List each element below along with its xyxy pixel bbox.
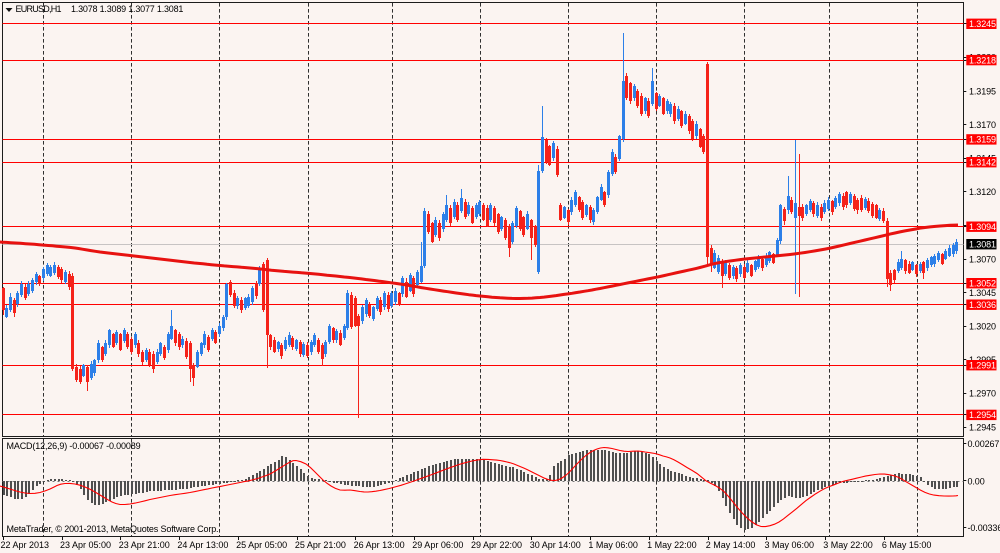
svg-text:6 May 15:00: 6 May 15:00 (882, 540, 932, 550)
svg-text:30 Apr 14:00: 30 Apr 14:00 (530, 540, 581, 550)
svg-text:1.3020: 1.3020 (969, 322, 996, 332)
svg-text:1.3159: 1.3159 (969, 135, 996, 145)
svg-text:1.3078 1.3089 1.3077 1.3081: 1.3078 1.3089 1.3077 1.3081 (71, 4, 183, 14)
svg-text:MACD(12,26,9) -0.00067 -0.0008: MACD(12,26,9) -0.00067 -0.00089 (7, 441, 141, 451)
svg-text:23 Apr 05:00: 23 Apr 05:00 (60, 540, 111, 550)
svg-text:1.2945: 1.2945 (969, 422, 996, 432)
svg-text:1.3120: 1.3120 (969, 187, 996, 197)
svg-text:26 Apr 13:00: 26 Apr 13:00 (354, 540, 405, 550)
svg-text:1.3142: 1.3142 (969, 158, 996, 168)
svg-text:EURUSD,H1: EURUSD,H1 (16, 4, 62, 14)
svg-text:0.00267: 0.00267 (968, 439, 1000, 449)
svg-text:1.3045: 1.3045 (969, 288, 996, 298)
svg-text:1.3195: 1.3195 (969, 86, 996, 96)
svg-text:22 Apr 2013: 22 Apr 2013 (1, 540, 50, 550)
svg-text:1 May 22:00: 1 May 22:00 (647, 540, 697, 550)
svg-text:2 May 14:00: 2 May 14:00 (706, 540, 756, 550)
svg-text:1.3170: 1.3170 (969, 120, 996, 130)
svg-text:1.3081: 1.3081 (969, 240, 996, 250)
svg-text:1.3218: 1.3218 (969, 55, 996, 65)
svg-text:1.3070: 1.3070 (969, 254, 996, 264)
svg-text:29 Apr 22:00: 29 Apr 22:00 (471, 540, 522, 550)
svg-text:29 Apr 06:00: 29 Apr 06:00 (412, 540, 463, 550)
svg-text:1.3052: 1.3052 (969, 279, 996, 289)
svg-text:MetaTrader, © 2001-2013, MetaQ: MetaTrader, © 2001-2013, MetaQuotes Soft… (7, 524, 219, 534)
svg-text:1.3245: 1.3245 (969, 19, 996, 29)
svg-text:25 Apr 21:00: 25 Apr 21:00 (295, 540, 346, 550)
svg-text:0.00: 0.00 (968, 476, 985, 486)
svg-text:25 Apr 05:00: 25 Apr 05:00 (236, 540, 287, 550)
svg-text:1.3094: 1.3094 (969, 222, 996, 232)
svg-text:1 May 06:00: 1 May 06:00 (588, 540, 638, 550)
svg-text:23 Apr 21:00: 23 Apr 21:00 (119, 540, 170, 550)
svg-text:3 May 06:00: 3 May 06:00 (765, 540, 815, 550)
svg-text:-0.00336: -0.00336 (968, 523, 1000, 533)
svg-text:1.3036: 1.3036 (969, 300, 996, 310)
svg-text:1.2954: 1.2954 (969, 410, 996, 420)
svg-text:24 Apr 13:00: 24 Apr 13:00 (177, 540, 228, 550)
svg-text:1.2970: 1.2970 (969, 389, 996, 399)
svg-text:1.2991: 1.2991 (969, 361, 996, 371)
svg-text:3 May 22:00: 3 May 22:00 (823, 540, 873, 550)
